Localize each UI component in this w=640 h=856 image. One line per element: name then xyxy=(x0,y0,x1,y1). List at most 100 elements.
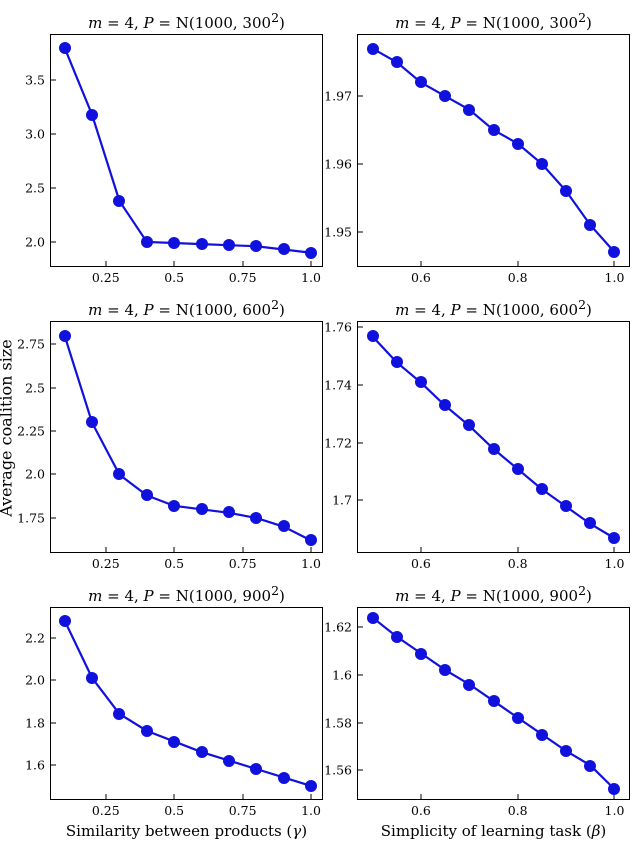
xtick-label: 0.8 xyxy=(508,556,528,571)
data-marker xyxy=(367,43,379,55)
data-marker xyxy=(250,512,262,524)
panel-title: m = 4, P = N(1000, 9002) xyxy=(50,583,323,605)
data-marker xyxy=(367,330,379,342)
xtick-label: 1.0 xyxy=(301,556,321,571)
data-marker xyxy=(512,138,524,150)
data-marker xyxy=(223,239,235,251)
data-marker xyxy=(141,489,153,501)
data-line xyxy=(65,48,311,253)
data-marker xyxy=(168,500,180,512)
ytick-label: 2.75 xyxy=(17,337,45,352)
plot-svg xyxy=(358,35,629,266)
xtick-label: 0.8 xyxy=(508,270,528,285)
data-marker xyxy=(196,503,208,515)
data-marker xyxy=(223,755,235,767)
ytick-label: 2.0 xyxy=(25,673,45,688)
ytick-label: 1.76 xyxy=(324,320,352,335)
ytick-label: 1.74 xyxy=(324,378,352,393)
xtick-label: 0.25 xyxy=(92,803,120,818)
data-marker xyxy=(196,746,208,758)
ytick-label: 1.95 xyxy=(324,224,352,239)
ytick-label: 2.5 xyxy=(25,380,45,395)
global-ylabel: Average coalition size xyxy=(0,339,16,517)
ytick-label: 1.96 xyxy=(324,156,352,171)
xtick-label: 0.6 xyxy=(411,270,431,285)
ytick-label: 2.0 xyxy=(25,467,45,482)
data-marker xyxy=(463,104,475,116)
ytick-label: 1.72 xyxy=(324,435,352,450)
axes: 1.951.961.970.60.81.0 xyxy=(357,34,630,267)
data-marker xyxy=(488,695,500,707)
data-marker xyxy=(584,760,596,772)
xtick-label: 0.75 xyxy=(229,556,257,571)
data-marker xyxy=(196,238,208,250)
xtick-label: 0.75 xyxy=(229,803,257,818)
data-marker xyxy=(391,56,403,68)
xtick-label: 0.5 xyxy=(164,556,184,571)
axes: 2.02.53.03.50.250.50.751.0 xyxy=(50,34,323,267)
data-marker xyxy=(463,679,475,691)
axes: 1.752.02.252.52.750.250.50.751.0 xyxy=(50,321,323,554)
ytick-label: 3.5 xyxy=(25,73,45,88)
axes: 1.61.82.02.20.250.50.751.0 xyxy=(50,607,323,800)
ytick-label: 1.6 xyxy=(25,758,45,773)
data-marker xyxy=(59,330,71,342)
xlabel: Similarity between products (γ) xyxy=(50,822,323,840)
data-marker xyxy=(512,463,524,475)
xtick-label: 1.0 xyxy=(301,803,321,818)
xtick-label: 1.0 xyxy=(605,270,625,285)
xlabel: Simplicity of learning task (β) xyxy=(357,822,630,840)
panel-1: m = 4, P = N(1000, 3002)1.951.961.970.60… xyxy=(357,10,630,267)
panel-grid: m = 4, P = N(1000, 3002)2.02.53.03.50.25… xyxy=(50,10,630,840)
data-marker xyxy=(560,185,572,197)
panel-2: m = 4, P = N(1000, 6002)1.752.02.252.52.… xyxy=(50,297,323,554)
data-marker xyxy=(278,520,290,532)
ytick-label: 2.5 xyxy=(25,181,45,196)
data-line xyxy=(65,621,311,786)
xtick-label: 0.25 xyxy=(92,556,120,571)
panel-title: m = 4, P = N(1000, 6002) xyxy=(50,297,323,319)
xtick-label: 1.0 xyxy=(301,270,321,285)
data-marker xyxy=(168,736,180,748)
xtick-label: 0.6 xyxy=(411,556,431,571)
xtick-label: 0.25 xyxy=(92,270,120,285)
data-marker xyxy=(488,443,500,455)
data-marker xyxy=(536,158,548,170)
data-marker xyxy=(59,42,71,54)
panel-0: m = 4, P = N(1000, 3002)2.02.53.03.50.25… xyxy=(50,10,323,267)
ytick-label: 1.56 xyxy=(324,763,352,778)
ytick-label: 1.7 xyxy=(332,493,352,508)
data-marker xyxy=(415,648,427,660)
axes: 1.561.581.61.620.60.81.0 xyxy=(357,607,630,800)
ytick-label: 1.62 xyxy=(324,620,352,635)
data-marker xyxy=(305,247,317,259)
xtick-label: 0.5 xyxy=(164,803,184,818)
xtick-label: 1.0 xyxy=(605,556,625,571)
data-marker xyxy=(86,109,98,121)
data-marker xyxy=(536,483,548,495)
xtick-label: 0.8 xyxy=(508,803,528,818)
axes: 1.71.721.741.760.60.81.0 xyxy=(357,321,630,554)
ytick-label: 1.75 xyxy=(17,510,45,525)
ytick-label: 2.25 xyxy=(17,423,45,438)
data-marker xyxy=(488,124,500,136)
plot-svg xyxy=(51,608,322,799)
figure: Average coalition size m = 4, P = N(1000… xyxy=(0,0,640,856)
ytick-label: 2.2 xyxy=(25,630,45,645)
panel-title: m = 4, P = N(1000, 3002) xyxy=(50,10,323,32)
data-line xyxy=(373,49,615,253)
panel-4: m = 4, P = N(1000, 9002)1.61.82.02.20.25… xyxy=(50,583,323,840)
data-marker xyxy=(391,356,403,368)
panel-5: m = 4, P = N(1000, 9002)1.561.581.61.620… xyxy=(357,583,630,840)
panel-3: m = 4, P = N(1000, 6002)1.71.721.741.760… xyxy=(357,297,630,554)
plot-svg xyxy=(51,35,322,266)
data-marker xyxy=(141,236,153,248)
xtick-label: 1.0 xyxy=(605,803,625,818)
data-marker xyxy=(141,725,153,737)
ytick-label: 1.58 xyxy=(324,715,352,730)
data-line xyxy=(373,336,615,538)
ytick-label: 3.0 xyxy=(25,127,45,142)
xtick-label: 0.6 xyxy=(411,803,431,818)
data-marker xyxy=(536,729,548,741)
data-marker xyxy=(512,712,524,724)
